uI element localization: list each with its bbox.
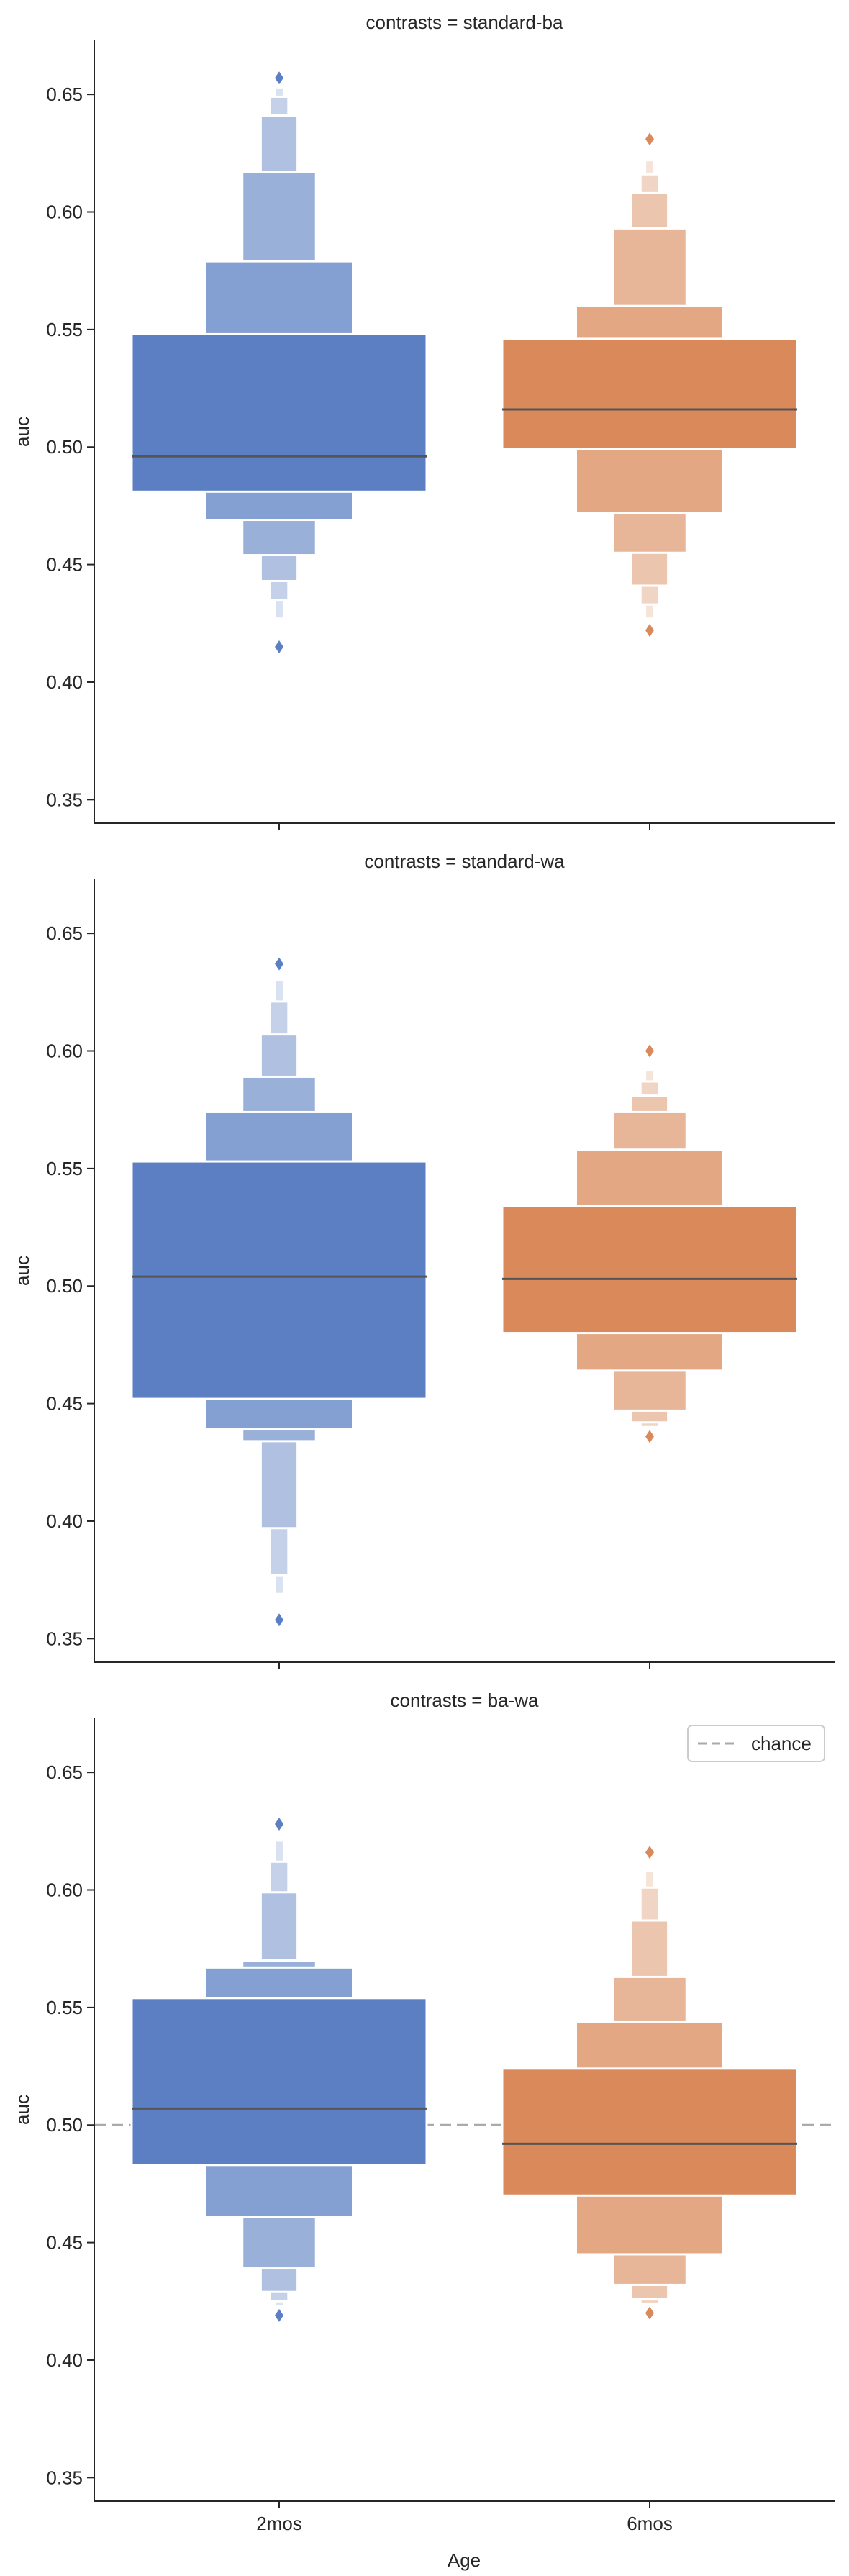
y-axis-label: auc bbox=[12, 417, 33, 447]
outlier-point bbox=[645, 1846, 654, 1859]
y-tick-label: 0.55 bbox=[46, 319, 83, 340]
y-tick-label: 0.55 bbox=[46, 1997, 83, 2018]
boxen-6mos bbox=[502, 132, 797, 637]
outlier-point bbox=[275, 2309, 283, 2322]
outlier-point bbox=[645, 1045, 654, 1058]
box-level-1 bbox=[502, 1206, 797, 1333]
x-tick-label: 2mos bbox=[256, 2513, 302, 2534]
outlier-point bbox=[275, 71, 283, 84]
outlier-point bbox=[275, 640, 283, 653]
y-tick-label: 0.60 bbox=[46, 201, 83, 223]
boxen-2mos bbox=[132, 1818, 427, 2322]
box-level-1 bbox=[502, 339, 797, 450]
y-tick-label: 0.55 bbox=[46, 1158, 83, 1179]
outlier-point bbox=[645, 624, 654, 637]
box-level-1 bbox=[132, 334, 427, 491]
y-tick-label: 0.35 bbox=[46, 789, 83, 810]
y-tick-label: 0.45 bbox=[46, 1393, 83, 1415]
y-tick-label: 0.40 bbox=[46, 1510, 83, 1532]
y-tick-label: 0.45 bbox=[46, 2232, 83, 2254]
y-tick-label: 0.50 bbox=[46, 1275, 83, 1297]
y-tick-label: 0.40 bbox=[46, 2349, 83, 2371]
y-tick-label: 0.50 bbox=[46, 436, 83, 458]
y-tick-label: 0.40 bbox=[46, 671, 83, 693]
boxen-6mos bbox=[502, 1045, 797, 1443]
outlier-point bbox=[645, 132, 654, 145]
y-tick-label: 0.60 bbox=[46, 1040, 83, 1062]
box-level-1 bbox=[132, 1161, 427, 1399]
y-axis-label: auc bbox=[12, 1256, 33, 1286]
y-tick-label: 0.65 bbox=[46, 922, 83, 944]
y-tick-label: 0.45 bbox=[46, 554, 83, 576]
outlier-point bbox=[275, 1613, 283, 1626]
x-tick-label: 6mos bbox=[627, 2513, 673, 2534]
outlier-point bbox=[275, 958, 283, 971]
panels-layer: contrasts = standard-ba auc 0.35 0.40 0.45 0.… bbox=[12, 12, 835, 2534]
outlier-point bbox=[645, 1430, 654, 1443]
outlier-point bbox=[645, 2307, 654, 2320]
panel-1: contrasts = standard-ba auc 0.35 0.40 0.45 0.… bbox=[12, 12, 835, 830]
box-level-1 bbox=[132, 1998, 427, 2165]
y-tick-label: 0.65 bbox=[46, 1761, 83, 1783]
y-tick-label: 0.65 bbox=[46, 83, 83, 105]
boxen-6mos bbox=[502, 1846, 797, 2319]
box-level-1 bbox=[502, 2069, 797, 2195]
panel-3: contrasts = ba-wa auc 0.35 0.40 0.45 0.50 0.55… bbox=[12, 1690, 835, 2534]
legend-chance-label: chance bbox=[751, 1733, 812, 1754]
panel-title: contrasts = standard-ba bbox=[366, 12, 563, 33]
y-tick-label: 0.35 bbox=[46, 2467, 83, 2488]
y-tick-label: 0.35 bbox=[46, 1628, 83, 1649]
panel-title: contrasts = standard-wa bbox=[364, 851, 565, 872]
y-tick-label: 0.60 bbox=[46, 1879, 83, 1901]
outlier-point bbox=[275, 1818, 283, 1831]
x-axis-label: Age bbox=[448, 2549, 481, 2571]
legend: chance bbox=[688, 1725, 825, 1761]
y-axis-label: auc bbox=[12, 2095, 33, 2125]
panel-title: contrasts = ba-wa bbox=[391, 1690, 539, 1711]
boxen-2mos bbox=[132, 71, 427, 653]
panel-2: contrasts = standard-wa auc 0.35 0.40 0.45 0.… bbox=[12, 851, 835, 1669]
y-tick-label: 0.50 bbox=[46, 2114, 83, 2136]
boxen-2mos bbox=[132, 958, 427, 1627]
